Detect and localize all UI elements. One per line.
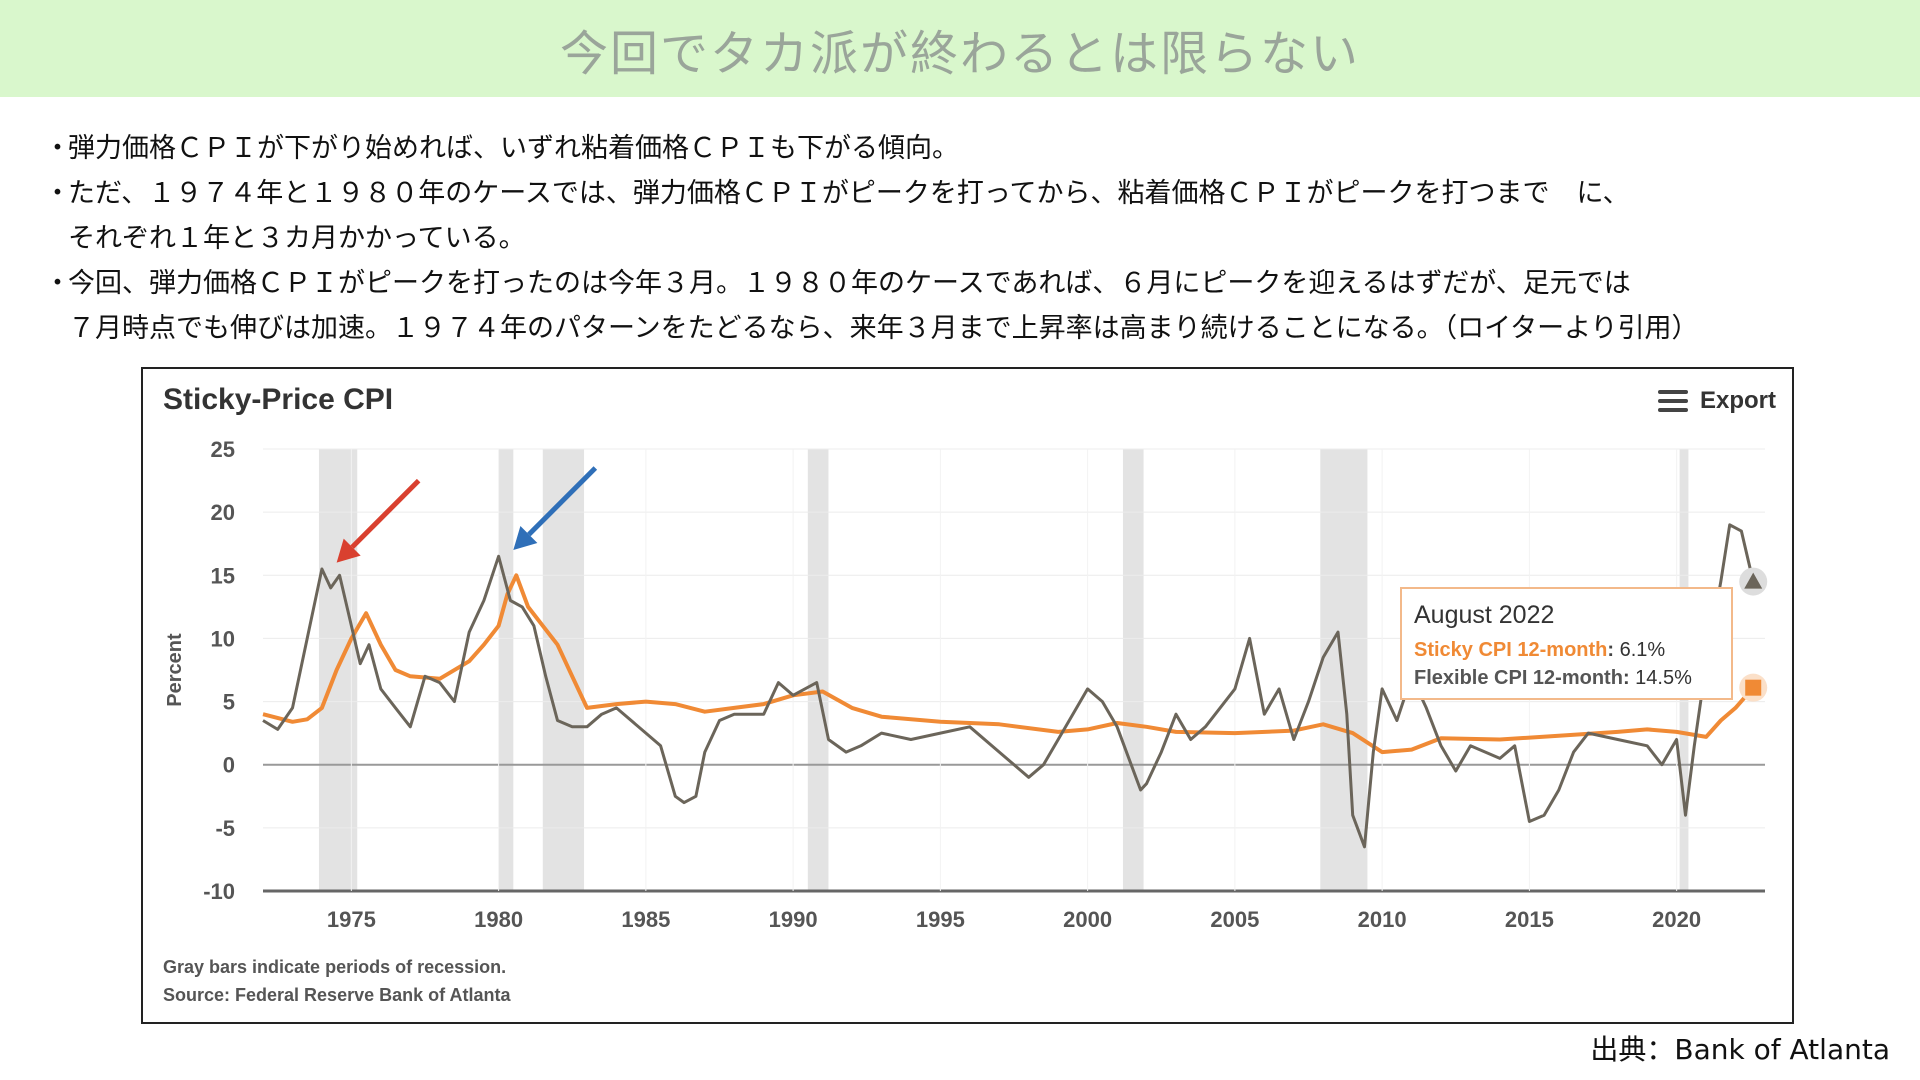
x-tick-label: 2000	[1063, 907, 1112, 932]
recession-bar	[1122, 449, 1144, 891]
flexible-cpi-line	[262, 523, 1755, 849]
tooltip-flexible-value: 14.5%	[1635, 667, 1692, 689]
annotation-arrow-shaft	[527, 466, 598, 537]
y-tick-label: 5	[223, 690, 235, 715]
y-tick-label: -10	[203, 879, 235, 904]
recession-bar	[1320, 449, 1368, 891]
footnote-recession: Gray bars indicate periods of recession.	[163, 957, 507, 977]
sticky-marker	[1745, 679, 1762, 696]
chart-tooltip: August 2022 Sticky CPI 12-month: 6.1% Fl…	[1400, 587, 1733, 700]
bullet-item: ・ただ、１９７４年と１９８０年のケースでは、弾力価格ＣＰＩがピークを打ってから、…	[44, 171, 1904, 261]
bullet-marker: ・	[44, 268, 71, 299]
title-banner: 今回でタカ派が終わるとは限らない	[0, 0, 1920, 97]
recession-bar	[807, 449, 829, 891]
annotation-arrow-head	[513, 525, 538, 551]
x-tick-label: 1985	[621, 907, 670, 932]
bullet-line: 今回、弾力価格ＣＰＩがピークを打ったのは今年３月。１９８０年のケースであれば、６…	[68, 268, 1631, 299]
menu-icon	[1657, 390, 1688, 412]
chart-footnote: Gray bars indicate periods of recession.…	[163, 953, 510, 1009]
bullet-line: 弾力価格ＣＰＩが下がり始めれば、いずれ粘着価格ＣＰＩも下がる傾向。	[68, 133, 959, 164]
y-axis-label: Percent	[164, 633, 186, 707]
tooltip-sticky-value: 6.1%	[1619, 639, 1666, 661]
bullet-marker: ・	[44, 133, 71, 164]
bullet-line: ７月時点でも伸びは加速。１９７４年のパターンをたどるなら、来年３月まで上昇率は高…	[68, 313, 1699, 344]
x-tick-label: 1980	[474, 907, 523, 932]
export-label: Export	[1699, 387, 1776, 414]
footnote-source: Source: Federal Reserve Bank of Atlanta	[163, 985, 511, 1005]
page-title: 今回でタカ派が終わるとは限らない	[559, 25, 1360, 82]
chart-title: Sticky-Price CPI	[163, 383, 394, 416]
flexible-marker	[1744, 572, 1763, 589]
bullet-item: ・今回、弾力価格ＣＰＩがピークを打ったのは今年３月。１９８０年のケースであれば、…	[44, 261, 1904, 351]
export-button[interactable]: Export	[1657, 387, 1776, 415]
y-tick-label: 10	[211, 626, 235, 651]
tooltip-sticky-label: Sticky CPI 12-month	[1414, 639, 1608, 661]
annotation-arrow-head	[336, 538, 361, 563]
bullet-list: ・弾力価格ＣＰＩが下がり始めれば、いずれ粘着価格ＣＰＩも下がる傾向。・ただ、１９…	[44, 126, 1904, 351]
x-tick-label: 2005	[1210, 907, 1259, 932]
tooltip-sticky-row: Sticky CPI 12-month: 6.1%	[1414, 639, 1666, 661]
bullet-marker: ・	[44, 178, 71, 209]
tooltip-flexible-label: Flexible CPI 12-month	[1414, 667, 1623, 689]
bullet-line: それぞれ１年と３カ月かかっている。	[68, 223, 526, 254]
chart-panel: Sticky-Price CPI Export 25 20 15 10 5 0 -5 -10 1…	[141, 367, 1794, 1024]
x-tick-label: 2015	[1505, 907, 1554, 932]
bullet-line: ただ、１９７４年と１９８０年のケースでは、弾力価格ＣＰＩがピークを打ってから、粘…	[68, 178, 1630, 209]
y-tick-label: 0	[223, 753, 235, 778]
bullet-item: ・弾力価格ＣＰＩが下がり始めれば、いずれ粘着価格ＣＰＩも下がる傾向。	[44, 126, 1904, 171]
y-tick-label: 20	[211, 500, 235, 525]
recession-bar	[498, 449, 514, 891]
x-tick-label: 2010	[1358, 907, 1407, 932]
x-tick-label: 1975	[327, 907, 376, 932]
x-tick-label: 2020	[1652, 907, 1701, 932]
x-tick-label: 1995	[916, 907, 965, 932]
tooltip-title: August 2022	[1414, 601, 1555, 629]
tooltip-flexible-row: Flexible CPI 12-month: 14.5%	[1414, 667, 1692, 689]
y-tick-label: 25	[211, 437, 235, 462]
y-tick-label: 15	[211, 563, 235, 588]
sticky-cpi-line	[262, 573, 1755, 755]
x-tick-label: 1990	[769, 907, 818, 932]
source-credit: 出典：Bank of Atlanta	[1590, 1033, 1890, 1066]
recession-bar	[542, 449, 585, 891]
y-tick-label: -5	[215, 816, 235, 841]
annotation-arrow-shaft	[350, 478, 421, 549]
